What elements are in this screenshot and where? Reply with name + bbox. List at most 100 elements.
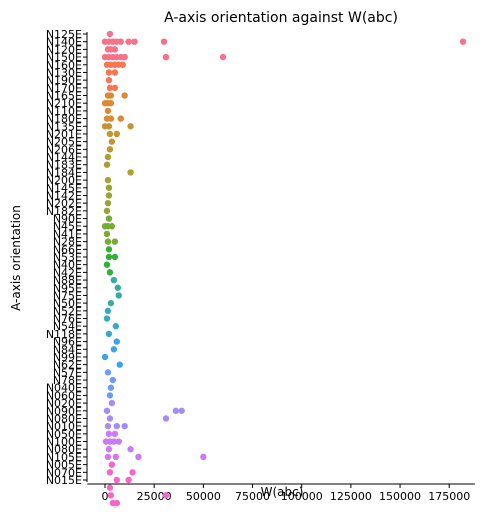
data-point bbox=[114, 338, 120, 344]
data-point bbox=[108, 115, 114, 121]
data-point bbox=[135, 454, 141, 460]
data-point bbox=[104, 408, 110, 414]
data-point bbox=[107, 415, 113, 421]
data-point bbox=[112, 254, 118, 260]
data-point bbox=[106, 215, 112, 221]
x-tick-label: 125000 bbox=[330, 490, 372, 503]
data-point bbox=[106, 446, 112, 452]
data-point bbox=[129, 469, 135, 475]
data-point bbox=[161, 38, 167, 44]
data-point bbox=[105, 177, 111, 183]
data-point bbox=[108, 385, 114, 391]
data-point bbox=[105, 369, 111, 375]
data-point bbox=[112, 46, 118, 52]
data-point bbox=[111, 346, 117, 352]
data-point bbox=[105, 108, 111, 114]
data-point bbox=[102, 354, 108, 360]
data-point bbox=[106, 123, 112, 129]
data-point bbox=[460, 38, 466, 44]
data-point bbox=[107, 131, 113, 137]
data-point bbox=[117, 361, 123, 367]
data-point bbox=[105, 423, 111, 429]
y-tick-label: N015E bbox=[46, 474, 82, 487]
data-point bbox=[121, 92, 127, 98]
data-point bbox=[127, 446, 133, 452]
data-point bbox=[106, 431, 112, 437]
data-point bbox=[110, 377, 116, 383]
data-point bbox=[114, 131, 120, 137]
data-point bbox=[105, 154, 111, 160]
data-point bbox=[109, 461, 115, 467]
data-point bbox=[163, 54, 169, 60]
data-point bbox=[112, 85, 118, 91]
y-axis-label: A-axis orientation bbox=[9, 205, 23, 311]
data-point bbox=[108, 300, 114, 306]
data-point bbox=[113, 323, 119, 329]
data-point bbox=[107, 31, 113, 37]
x-tick-label: 175000 bbox=[428, 490, 470, 503]
data-point bbox=[104, 261, 110, 267]
data-point bbox=[106, 192, 112, 198]
data-point bbox=[200, 454, 206, 460]
data-point bbox=[105, 200, 111, 206]
data-points bbox=[102, 31, 466, 508]
data-point bbox=[112, 238, 118, 244]
y-axis: N125EN140EN120EN150EN160EN130EN190EN170E… bbox=[46, 28, 87, 487]
data-point bbox=[113, 454, 119, 460]
chart-title: A-axis orientation against W(abc) bbox=[164, 10, 398, 26]
data-point bbox=[116, 438, 122, 444]
data-point bbox=[104, 208, 110, 214]
data-point bbox=[106, 246, 112, 252]
data-point bbox=[131, 38, 137, 44]
data-point bbox=[105, 308, 111, 314]
data-point bbox=[163, 415, 169, 421]
data-point bbox=[114, 477, 120, 483]
data-point bbox=[108, 92, 114, 98]
data-point bbox=[107, 269, 113, 275]
data-point bbox=[106, 254, 112, 260]
data-point bbox=[104, 315, 110, 321]
data-point bbox=[105, 238, 111, 244]
data-point bbox=[127, 123, 133, 129]
data-point bbox=[118, 38, 124, 44]
data-point bbox=[109, 138, 115, 144]
data-point bbox=[112, 69, 118, 75]
data-point bbox=[104, 162, 110, 168]
data-point bbox=[114, 423, 120, 429]
data-point bbox=[173, 408, 179, 414]
data-point bbox=[179, 408, 185, 414]
x-tick-label: 0 bbox=[102, 490, 109, 503]
data-point bbox=[104, 231, 110, 237]
data-point bbox=[108, 100, 114, 106]
data-point bbox=[127, 169, 133, 175]
data-point bbox=[125, 38, 131, 44]
data-point bbox=[115, 285, 121, 291]
data-point bbox=[114, 500, 120, 506]
data-point bbox=[121, 54, 127, 60]
data-point bbox=[163, 492, 169, 498]
data-point bbox=[105, 454, 111, 460]
data-point bbox=[109, 223, 115, 229]
data-point bbox=[107, 484, 113, 490]
data-point bbox=[116, 292, 122, 298]
data-point bbox=[107, 469, 113, 475]
x-axis-label: W(abc) bbox=[261, 485, 304, 499]
data-point bbox=[220, 54, 226, 60]
data-point bbox=[107, 392, 113, 398]
data-point bbox=[112, 431, 118, 437]
data-point bbox=[125, 477, 131, 483]
data-point bbox=[106, 331, 112, 337]
data-point bbox=[109, 400, 115, 406]
data-point bbox=[106, 77, 112, 83]
data-point bbox=[107, 146, 113, 152]
x-tick-label: 50000 bbox=[186, 490, 221, 503]
data-point bbox=[108, 492, 114, 498]
x-tick-label: 150000 bbox=[379, 490, 421, 503]
data-point bbox=[111, 277, 117, 283]
data-point bbox=[106, 185, 112, 191]
data-point bbox=[118, 115, 124, 121]
data-point bbox=[120, 62, 126, 68]
data-point bbox=[121, 423, 127, 429]
